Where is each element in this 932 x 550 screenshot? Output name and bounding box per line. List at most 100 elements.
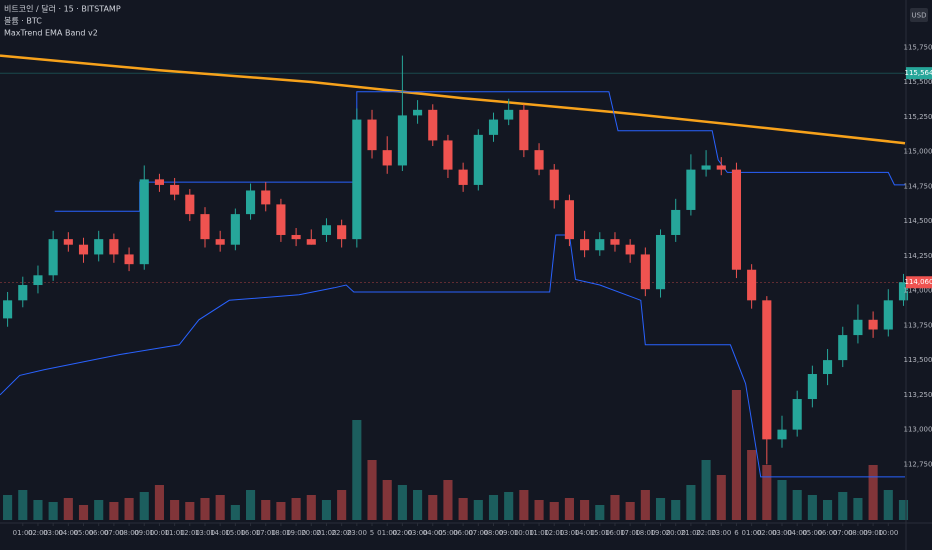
candle-body: [154, 179, 164, 185]
x-tick-label: 18:00: [635, 529, 655, 537]
x-tick-label: 21:00: [316, 529, 336, 537]
volume-bar: [853, 498, 863, 520]
x-tick-label: 13:00: [559, 529, 579, 537]
x-tick-label: 12:00: [544, 529, 564, 537]
candle-body: [261, 190, 271, 205]
candle-body: [291, 234, 301, 240]
x-tick-label: 11:00: [165, 529, 185, 537]
x-tick-label: 10:00: [149, 529, 169, 537]
candle-body: [367, 119, 377, 151]
x-tick-label: 04:00: [423, 529, 443, 537]
volume-bar: [261, 500, 271, 520]
volume-bar: [124, 498, 134, 520]
candle-body: [397, 115, 407, 166]
y-tick-label: 115,000: [904, 148, 932, 156]
y-tick-label: 112,750: [904, 460, 932, 468]
candle-body: [595, 239, 605, 251]
volume-bar: [170, 500, 180, 520]
volume-bar: [200, 498, 210, 520]
x-tick-label: 07:00: [104, 529, 124, 537]
volume-bar: [276, 502, 286, 520]
x-tick-label: 07:00: [833, 529, 853, 537]
candle-body: [580, 239, 590, 251]
x-tick-label: 14:00: [210, 529, 230, 537]
volume-bar: [898, 500, 909, 520]
x-tick-label: 10:00: [514, 529, 534, 537]
volume-bar: [655, 498, 666, 520]
x-tick-label: 01:00: [13, 529, 33, 537]
x-tick-label: 01:00: [742, 529, 762, 537]
volume-bar: [352, 420, 362, 520]
candle-body: [731, 169, 742, 270]
x-tick-label: 06:00: [453, 529, 473, 537]
volume-bar: [625, 502, 635, 520]
volume-bar: [291, 498, 301, 520]
x-tick-label: 02:00: [392, 529, 412, 537]
candle-body: [792, 399, 802, 430]
x-tick-label: 07:00: [468, 529, 488, 537]
y-tick-label: 114,750: [904, 182, 932, 190]
candle-body: [33, 275, 43, 286]
volume-bar: [458, 498, 468, 520]
candle-body: [519, 109, 529, 151]
candle-body: [838, 335, 848, 361]
x-tick-label: 22:00: [696, 529, 716, 537]
volume-bar: [883, 490, 893, 520]
candle-body: [868, 319, 878, 330]
y-tick-label: 113,250: [904, 391, 932, 399]
volume-bar: [731, 390, 742, 520]
currency-button[interactable]: [910, 8, 928, 22]
x-tick-label: 05:00: [802, 529, 822, 537]
volume-bar: [580, 500, 590, 520]
volume-bar: [185, 502, 195, 520]
volume-bar: [564, 498, 574, 520]
volume-bar: [413, 490, 423, 520]
x-tick-label: 09:00: [863, 529, 883, 537]
candle-body: [473, 134, 483, 185]
volume-bar: [139, 492, 149, 520]
volume-bar: [868, 465, 878, 520]
volume-bar: [838, 492, 848, 520]
candle-body: [504, 109, 514, 120]
x-tick-label: 03:00: [407, 529, 427, 537]
candle-body: [655, 234, 666, 290]
volume-bar: [78, 505, 89, 520]
currency-label[interactable]: USD: [912, 12, 927, 20]
x-tick-label: 14:00: [575, 529, 595, 537]
volume-bar: [428, 495, 438, 520]
candle-body: [18, 285, 28, 301]
x-tick-label: 11:00: [529, 529, 549, 537]
x-tick-label: 04:00: [58, 529, 78, 537]
y-tick-label: 115,250: [904, 113, 932, 121]
candle-body: [78, 244, 89, 255]
candle-body: [564, 200, 574, 240]
y-tick-label: 115,500: [904, 78, 932, 86]
volume-bar: [109, 502, 119, 520]
volume-bar: [488, 495, 499, 520]
candle-body: [747, 269, 757, 301]
x-tick-label: 01:00: [377, 529, 397, 537]
header-volume: 볼륨 · BTC: [4, 16, 42, 26]
x-tick-label: 22:00: [332, 529, 352, 537]
plot: [0, 54, 909, 520]
x-tick-label: 06:00: [89, 529, 109, 537]
x-tick-label: 6: [734, 529, 739, 537]
candle-body: [716, 165, 726, 170]
x-tick-label: 02:00: [28, 529, 48, 537]
volume-bar: [33, 500, 43, 520]
candle-body: [534, 150, 544, 170]
candle-body: [352, 119, 362, 240]
x-tick-label: 03:00: [772, 529, 792, 537]
header-indicator: MaxTrend EMA Band v2: [4, 29, 98, 38]
volume-bar: [671, 500, 681, 520]
price-marker-box: [906, 276, 932, 289]
candle-body: [428, 109, 438, 141]
x-tick-label: 21:00: [681, 529, 701, 537]
candle-body: [185, 194, 195, 215]
volume-bar: [94, 500, 104, 520]
volume-bar: [534, 500, 544, 520]
y-tick-label: 113,000: [904, 426, 932, 434]
candle-body: [48, 239, 58, 276]
